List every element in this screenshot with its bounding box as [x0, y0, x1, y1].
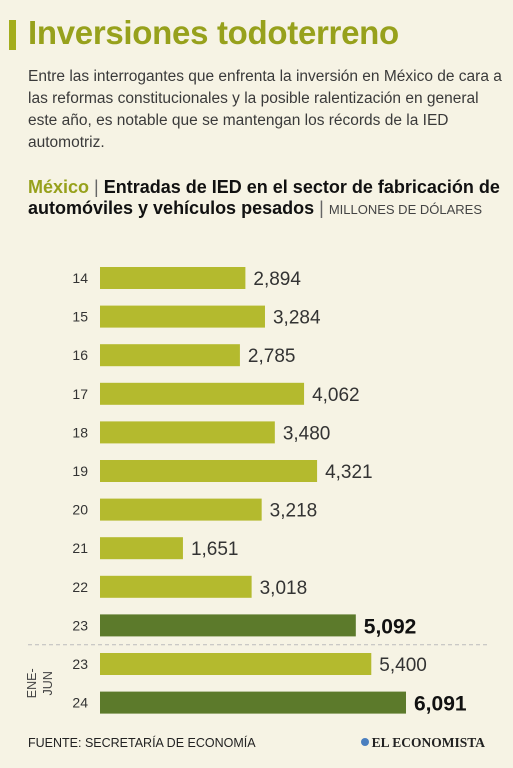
- category-label: 24: [72, 695, 88, 711]
- subtitle-units: MILLONES DE DÓLARES: [328, 202, 482, 217]
- category-label: 17: [72, 386, 88, 402]
- value-label: 6,091: [414, 693, 467, 716]
- subtitle-text: Entradas de IED en el sector de fabricac…: [28, 177, 500, 218]
- subtitle-country: México: [28, 177, 90, 197]
- units-separator: |: [319, 198, 324, 218]
- value-label: 4,321: [325, 462, 373, 483]
- value-label: 4,062: [312, 385, 360, 406]
- bar: [100, 344, 240, 367]
- group-label-line2: JUN: [41, 671, 55, 695]
- bar: [100, 421, 275, 444]
- category-label: 23: [72, 617, 88, 633]
- category-label: 23: [72, 656, 88, 672]
- publisher-logo: EL ECONOMISTA: [360, 735, 485, 751]
- bar: [100, 305, 265, 328]
- value-label: 2,785: [248, 346, 296, 367]
- value-label: 3,480: [283, 423, 331, 444]
- value-label: 2,894: [253, 269, 301, 290]
- category-label: 22: [72, 579, 88, 595]
- group-label-line1: ENE-: [25, 668, 39, 698]
- value-label: 5,092: [364, 615, 417, 638]
- bar: [100, 460, 318, 482]
- bar-chart: 14 2,894 15 3,284 16 2,785 17 4,062 18 3,480 19 4,3…: [25, 267, 490, 716]
- intro-text: Entre las interrogantes que enfrenta la …: [28, 68, 502, 151]
- source-footer: FUENTE: SECRETARÍA DE ECONOMÍA: [28, 736, 256, 750]
- page-title: Inversiones todoterreno: [28, 14, 399, 51]
- category-label: 20: [72, 502, 88, 518]
- chart-subtitle: México | Entradas de IED en el sector de…: [28, 177, 508, 220]
- bar: [100, 537, 183, 560]
- value-label: 3,284: [273, 308, 321, 329]
- category-label: 16: [72, 347, 88, 363]
- title-accent-bar: [9, 20, 16, 50]
- category-label: 21: [72, 540, 88, 556]
- category-label: 15: [72, 309, 88, 325]
- bar: [100, 614, 356, 637]
- bar: [100, 691, 406, 714]
- bar: [100, 575, 252, 598]
- value-label: 3,218: [270, 501, 318, 522]
- category-label: 14: [72, 270, 88, 286]
- value-label: 3,018: [260, 578, 308, 599]
- subtitle-separator: |: [94, 177, 99, 197]
- logo-icon: [360, 738, 369, 746]
- bar: [100, 498, 262, 521]
- category-label: 19: [72, 463, 88, 479]
- logo-text: EL ECONOMISTA: [371, 735, 485, 750]
- bar: [100, 267, 246, 289]
- category-label: 18: [72, 424, 88, 440]
- value-label: 1,651: [191, 539, 239, 560]
- value-label: 5,400: [379, 655, 427, 676]
- bar: [100, 382, 305, 405]
- bar: [100, 653, 372, 675]
